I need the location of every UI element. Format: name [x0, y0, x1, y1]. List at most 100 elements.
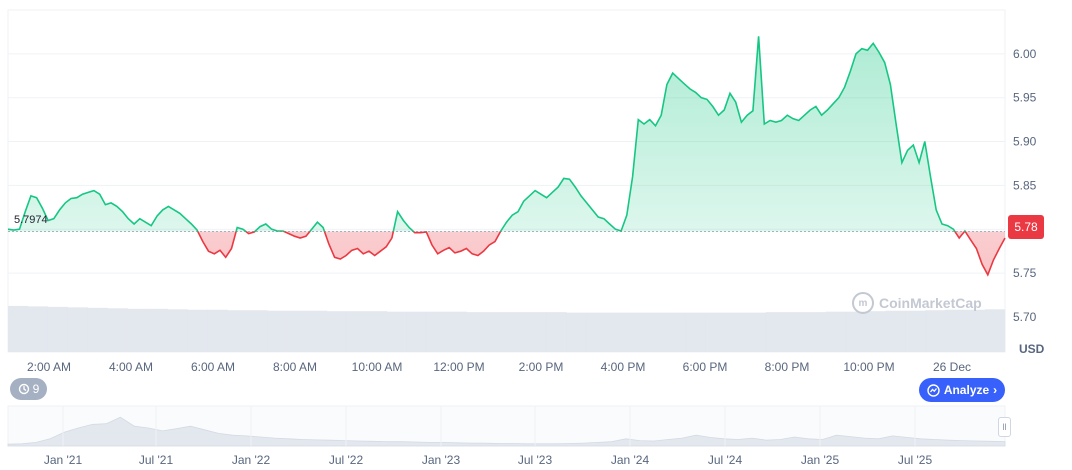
- currency-label: USD: [1019, 342, 1045, 356]
- volume-bar: [267, 310, 288, 352]
- x-tick-label: 8:00 AM: [273, 360, 317, 374]
- volume-bar: [187, 309, 208, 352]
- volume-bar: [147, 308, 168, 352]
- volume-bar: [506, 312, 527, 352]
- analyze-icon: [927, 383, 940, 397]
- navigator-tick-label: Jan '25: [801, 453, 840, 467]
- navigator-tick-label: Jul '24: [708, 453, 743, 467]
- navigator-handle[interactable]: ll: [998, 417, 1011, 437]
- volume-bar: [8, 305, 29, 352]
- volume-bar: [666, 312, 687, 352]
- volume-bar: [825, 311, 846, 352]
- volume-bar: [745, 312, 767, 352]
- y-tick-label: 6.00: [1013, 47, 1037, 61]
- price-area-up: [8, 36, 966, 232]
- volume-bar: [426, 311, 447, 352]
- x-tick-label: 4:00 PM: [601, 360, 646, 374]
- volume-bar: [865, 311, 886, 352]
- x-tick-label: 6:00 PM: [683, 360, 728, 374]
- x-tick-label: 2:00 PM: [519, 360, 564, 374]
- volume-bar: [406, 311, 428, 352]
- volume-bar: [287, 310, 308, 352]
- volume-bar: [346, 311, 368, 352]
- volume-bar: [87, 307, 108, 352]
- navigator-tick-label: Jan '21: [44, 453, 83, 467]
- x-tick-label: 6:00 AM: [191, 360, 235, 374]
- volume-bar: [606, 312, 627, 352]
- volume-bar: [67, 307, 89, 352]
- volume-bar: [366, 311, 388, 352]
- volume-bar: [985, 309, 1006, 352]
- price-area: [8, 36, 1005, 275]
- volume-bar: [27, 306, 49, 352]
- y-tick-label: 5.75: [1013, 266, 1037, 280]
- range-navigator[interactable]: [7, 405, 1006, 447]
- volume-bar: [885, 310, 906, 352]
- analyze-label: Analyze: [943, 383, 990, 397]
- volume-bar: [725, 312, 747, 352]
- volume-bar: [566, 312, 587, 352]
- volume-bar: [47, 306, 69, 352]
- y-tick-label: 5.85: [1013, 178, 1037, 192]
- volume-bar: [965, 309, 986, 352]
- volume-bar: [785, 312, 806, 352]
- volume-bar: [247, 310, 268, 352]
- x-tick-label: 8:00 PM: [765, 360, 810, 374]
- volume-bars: [8, 305, 1006, 352]
- y-tick-label: 5.90: [1013, 135, 1037, 149]
- current-price-tag: 5.78: [1008, 215, 1044, 239]
- volume-bar: [685, 312, 707, 352]
- coinmarketcap-watermark: m CoinMarketCap: [852, 292, 982, 314]
- volume-bar: [805, 312, 826, 352]
- x-tick-label: 10:00 PM: [843, 360, 894, 374]
- volume-bar: [107, 308, 128, 352]
- price-line-up: [7, 36, 967, 232]
- x-tick-label: 26 Dec: [933, 360, 971, 374]
- x-tick-label: 10:00 AM: [352, 360, 403, 374]
- history-icon: [18, 383, 29, 395]
- navigator-tick-label: Jul '21: [139, 453, 174, 467]
- navigator-tick-label: Jan '22: [232, 453, 271, 467]
- volume-bar: [925, 310, 946, 352]
- price-line: [7, 36, 1006, 277]
- volume-bar: [626, 312, 647, 352]
- volume-bar: [526, 312, 547, 352]
- x-axis: 2:00 AM 4:00 AM 6:00 AM 8:00 AM 10:00 AM 12:0…: [27, 360, 971, 374]
- navigator-tick-label: Jul '25: [898, 453, 933, 467]
- analyze-button[interactable]: Analyze ›: [919, 378, 1005, 402]
- navigator-tick-label: Jul '23: [518, 453, 553, 467]
- volume-bar: [167, 309, 188, 352]
- x-tick-label: 12:00 PM: [433, 360, 484, 374]
- volume-bar: [705, 312, 727, 352]
- volume-bar: [546, 312, 567, 352]
- x-tick-label: 2:00 AM: [27, 360, 71, 374]
- events-count: 9: [32, 382, 40, 396]
- volume-bar: [646, 312, 667, 352]
- navigator-tick-label: Jan '23: [422, 453, 461, 467]
- y-tick-label: 5.70: [1013, 310, 1037, 324]
- volume-bar: [905, 310, 926, 352]
- coinmarketcap-logo-icon: m: [852, 292, 874, 314]
- volume-bar: [327, 311, 348, 352]
- x-tick-label: 4:00 AM: [109, 360, 153, 374]
- volume-bar: [386, 311, 408, 352]
- volume-bar: [845, 311, 866, 352]
- reference-price-label: 5.7974: [14, 214, 48, 226]
- volume-bar: [466, 312, 487, 352]
- volume-bar: [207, 309, 228, 352]
- navigator-tick-label: Jul '22: [329, 453, 364, 467]
- volume-bar: [586, 312, 607, 352]
- navigator-tick-label: Jan '24: [611, 453, 650, 467]
- volume-bar: [227, 310, 248, 352]
- volume-bar: [446, 311, 467, 352]
- chevron-right-icon: ›: [993, 383, 998, 397]
- volume-bar: [486, 312, 507, 352]
- navigator-axis: Jan '21 Jul '21 Jan '22 Jul '22 Jan '23 Jul '…: [44, 453, 933, 467]
- volume-bar: [307, 310, 328, 352]
- volume-bar: [127, 308, 148, 352]
- volume-bar: [945, 309, 966, 352]
- watermark-text: CoinMarketCap: [879, 295, 982, 311]
- events-button[interactable]: 9: [10, 378, 47, 400]
- navigator-area: [7, 416, 1006, 447]
